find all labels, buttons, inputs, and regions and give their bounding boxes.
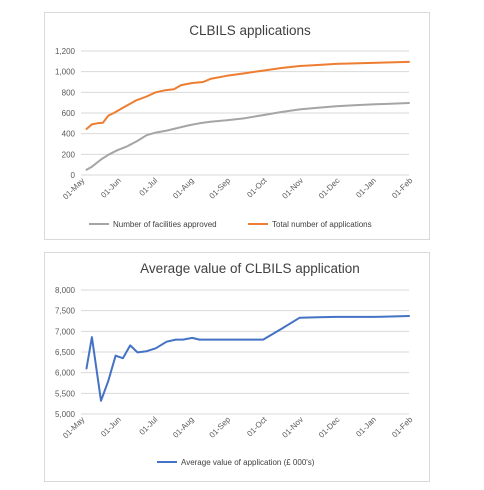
legend-label: Total number of applications xyxy=(272,220,372,229)
y-tick-label: 7,500 xyxy=(55,307,76,316)
legend-label: Number of facilities approved xyxy=(113,220,217,229)
chart-average-value: Average value of CLBILS application 5,000… xyxy=(55,261,415,467)
y-tick-label: 1,000 xyxy=(55,68,76,77)
x-tick-label: 01-Aug xyxy=(171,415,196,440)
chart-panel-average-value: Average value of CLBILS application 5,000… xyxy=(44,252,430,482)
x-tick-label: 01-Aug xyxy=(171,176,196,201)
x-tick-label: 01-Jul xyxy=(138,176,160,198)
chart-title: Average value of CLBILS application xyxy=(140,261,360,276)
x-tick-label: 01-Oct xyxy=(245,176,269,200)
y-tick-label: 600 xyxy=(62,109,76,118)
x-tick-label: 01-Feb xyxy=(390,415,415,440)
x-tick-label: 01-Jun xyxy=(99,176,123,200)
x-tick-label: 01-Nov xyxy=(280,415,305,440)
chart-panel-applications: CLBILS applications 0 200 400 600 800 1,000 1,2… xyxy=(44,12,430,240)
y-tick-label: 5,500 xyxy=(55,389,76,398)
x-tick-label: 01-Jan xyxy=(354,176,378,200)
y-tick-label: 6,500 xyxy=(55,348,76,357)
x-tick-label: 01-Dec xyxy=(317,415,342,440)
series-line-2 xyxy=(85,60,410,130)
y-tick-label: 200 xyxy=(62,150,76,159)
y-tick-label: 400 xyxy=(62,130,76,139)
series-line-1 xyxy=(85,102,410,171)
x-tick-label: 01-Sep xyxy=(208,176,233,201)
x-tick-label: 01-Sep xyxy=(208,415,233,440)
x-tick-label: 01-Jan xyxy=(354,415,378,439)
series-line-1 xyxy=(85,315,410,402)
legend: Number of facilities approved Total numbe… xyxy=(89,220,372,229)
x-tick-label: 01-Oct xyxy=(245,415,269,439)
y-tick-label: 5,000 xyxy=(55,410,76,419)
y-tick-label: 7,000 xyxy=(55,327,76,336)
y-tick-label: 1,200 xyxy=(55,47,76,56)
y-tick-label: 6,000 xyxy=(55,369,76,378)
chart-applications: CLBILS applications 0 200 400 600 800 1,000 1,2… xyxy=(55,23,415,229)
x-tick-label: 01-Nov xyxy=(280,176,305,201)
x-tick-label: 01-Dec xyxy=(317,176,342,201)
chart-title: CLBILS applications xyxy=(189,23,311,38)
x-tick-label: 01-Feb xyxy=(390,176,415,201)
x-tick-label: 01-Jun xyxy=(99,415,123,439)
x-tick-label: 01-Jul xyxy=(138,415,160,437)
y-tick-label: 8,000 xyxy=(55,286,76,295)
legend: Average value of application (£ 000's) xyxy=(157,458,315,467)
y-tick-label: 800 xyxy=(62,88,76,97)
legend-label: Average value of application (£ 000's) xyxy=(181,458,315,467)
y-tick-label: 0 xyxy=(71,171,76,180)
